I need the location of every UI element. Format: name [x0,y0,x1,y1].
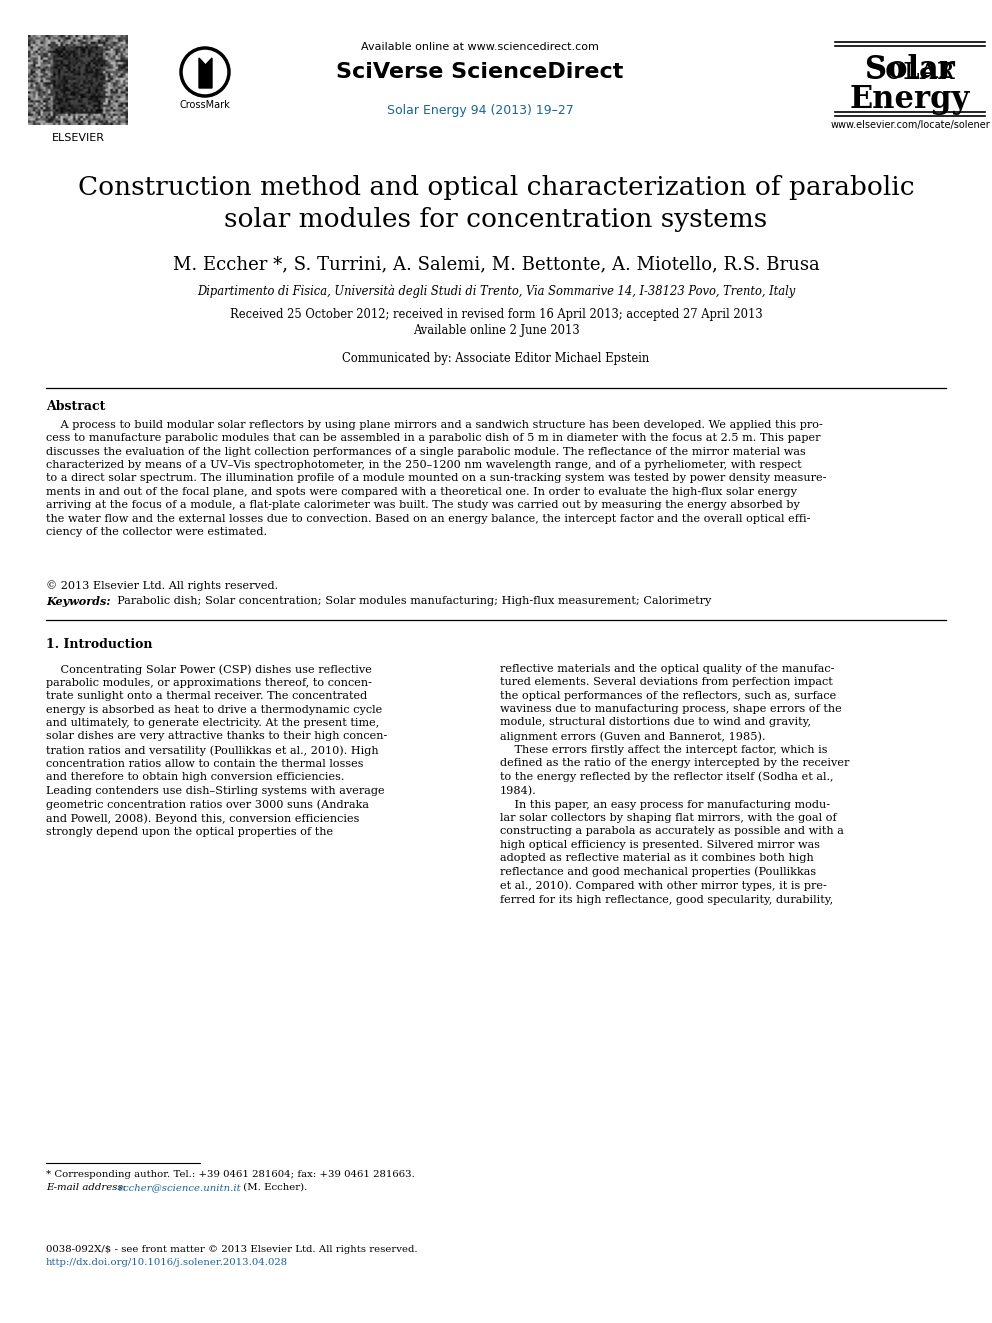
Text: * Corresponding author. Tel.: +39 0461 281604; fax: +39 0461 281663.: * Corresponding author. Tel.: +39 0461 2… [46,1170,415,1179]
Text: Communicated by: Associate Editor Michael Epstein: Communicated by: Associate Editor Michae… [342,352,650,365]
Text: Solar Energy 94 (2013) 19–27: Solar Energy 94 (2013) 19–27 [387,105,573,116]
Text: solar modules for concentration systems: solar modules for concentration systems [224,206,768,232]
Text: eccher@science.unitn.it: eccher@science.unitn.it [118,1183,242,1192]
Text: Available online at www.sciencedirect.com: Available online at www.sciencedirect.co… [361,42,599,52]
Text: E-mail address:: E-mail address: [46,1183,126,1192]
Text: http://dx.doi.org/10.1016/j.solener.2013.04.028: http://dx.doi.org/10.1016/j.solener.2013… [46,1258,288,1267]
Text: SciVerse ScienceDirect: SciVerse ScienceDirect [336,62,624,82]
Text: www.elsevier.com/locate/solener: www.elsevier.com/locate/solener [830,120,990,130]
Text: Dipartimento di Fisica, Università degli Studi di Trento, Via Sommarive 14, I-38: Dipartimento di Fisica, Università degli… [196,284,796,299]
Text: Sᴏʟᴀʀ: Sᴏʟᴀʀ [865,56,955,86]
Text: Abstract: Abstract [46,400,105,413]
Text: Energy: Energy [850,83,970,115]
Text: Solar: Solar [865,54,955,85]
Polygon shape [199,58,212,89]
Text: 0038-092X/$ - see front matter © 2013 Elsevier Ltd. All rights reserved.: 0038-092X/$ - see front matter © 2013 El… [46,1245,418,1254]
Text: reflective materials and the optical quality of the manufac-
tured elements. Sev: reflective materials and the optical qua… [500,664,849,905]
Text: Construction method and optical characterization of parabolic: Construction method and optical characte… [77,175,915,200]
Text: Available online 2 June 2013: Available online 2 June 2013 [413,324,579,337]
Text: M. Eccher *, S. Turrini, A. Salemi, M. Bettonte, A. Miotello, R.S. Brusa: M. Eccher *, S. Turrini, A. Salemi, M. B… [173,255,819,273]
Text: ELSEVIER: ELSEVIER [52,134,104,143]
Text: 1. Introduction: 1. Introduction [46,638,153,651]
Text: Received 25 October 2012; received in revised form 16 April 2013; accepted 27 Ap: Received 25 October 2012; received in re… [230,308,762,321]
Text: Parabolic dish; Solar concentration; Solar modules manufacturing; High-flux meas: Parabolic dish; Solar concentration; Sol… [110,595,711,606]
Text: Keywords:: Keywords: [46,595,110,607]
Text: A process to build modular solar reflectors by using plane mirrors and a sandwic: A process to build modular solar reflect… [46,419,826,537]
Text: (M. Eccher).: (M. Eccher). [240,1183,308,1192]
Text: CrossMark: CrossMark [180,101,230,110]
Text: Concentrating Solar Power (CSP) dishes use reflective
parabolic modules, or appr: Concentrating Solar Power (CSP) dishes u… [46,664,387,837]
Text: © 2013 Elsevier Ltd. All rights reserved.: © 2013 Elsevier Ltd. All rights reserved… [46,579,278,591]
